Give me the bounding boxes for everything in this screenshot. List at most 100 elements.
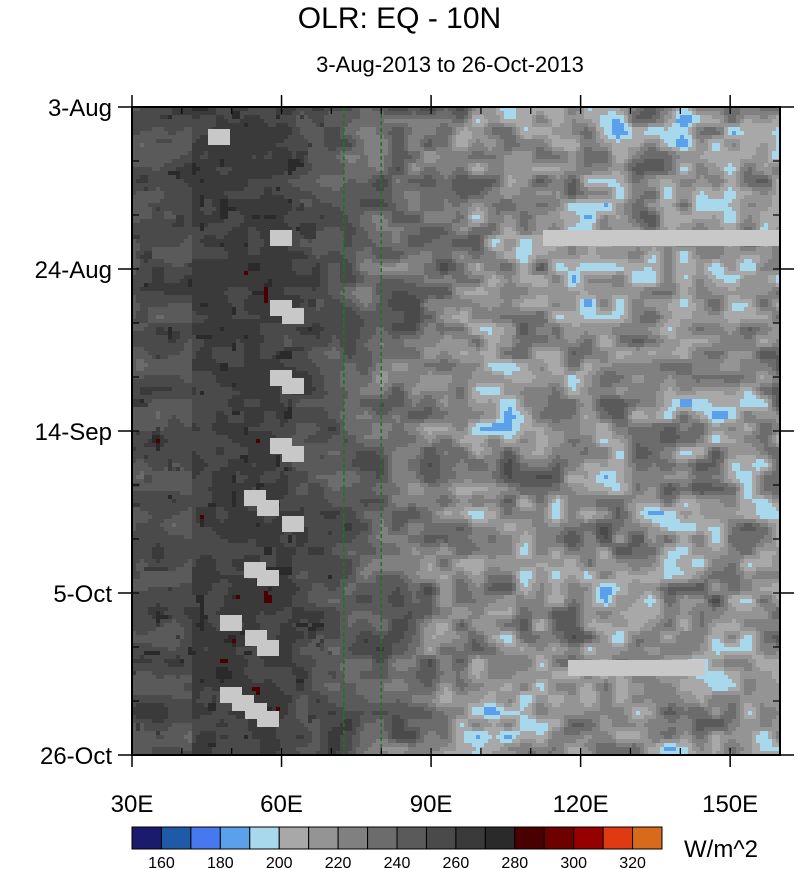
- heatmap-cell: [400, 131, 405, 136]
- heatmap-cell: [388, 131, 393, 136]
- heatmap-cell: [504, 187, 509, 192]
- heatmap-cell: [564, 155, 569, 160]
- heatmap-cell: [480, 199, 485, 204]
- heatmap-cell: [388, 123, 393, 128]
- heatmap-cell: [572, 203, 577, 208]
- heatmap-cell: [212, 211, 217, 216]
- heatmap-cell: [652, 155, 657, 160]
- heatmap-cell: [196, 219, 201, 224]
- heatmap-cell: [712, 191, 717, 196]
- heatmap-cell: [556, 183, 561, 188]
- heatmap-cell: [252, 111, 257, 116]
- heatmap-cell: [260, 215, 265, 220]
- heatmap-cell: [660, 195, 665, 200]
- heatmap-cell: [276, 179, 281, 184]
- heatmap-cell: [736, 151, 741, 156]
- heatmap-cell: [668, 163, 673, 168]
- heatmap-cell: [156, 131, 161, 136]
- heatmap-cell: [696, 155, 701, 160]
- heatmap-cell: [772, 167, 777, 172]
- heatmap-cell: [536, 167, 541, 172]
- heatmap-cell: [228, 207, 233, 212]
- heatmap-cell: [292, 119, 297, 124]
- heatmap-cell: [448, 191, 453, 196]
- heatmap-cell: [440, 147, 445, 152]
- heatmap-cell: [572, 199, 577, 204]
- heatmap-cell: [408, 155, 413, 160]
- heatmap-cell: [552, 127, 557, 132]
- heatmap-cell: [352, 143, 357, 148]
- heatmap-cell: [408, 167, 413, 172]
- heatmap-cell: [244, 171, 249, 176]
- heatmap-cell: [212, 155, 217, 160]
- heatmap-cell: [196, 203, 201, 208]
- heatmap-cell: [148, 163, 153, 168]
- heatmap-cell: [712, 199, 717, 204]
- heatmap-cell: [148, 187, 153, 192]
- heatmap-cell: [420, 215, 425, 220]
- heatmap-cell: [580, 207, 585, 212]
- heatmap-cell: [312, 211, 317, 216]
- heatmap-cell: [524, 167, 529, 172]
- heatmap-cell: [208, 211, 213, 216]
- heatmap-cell: [508, 223, 513, 228]
- heatmap-cell: [204, 139, 209, 144]
- heatmap-cell: [748, 167, 753, 172]
- heatmap-cell: [360, 171, 365, 176]
- heatmap-cell: [456, 179, 461, 184]
- heatmap-cell: [312, 195, 317, 200]
- heatmap-cell: [704, 183, 709, 188]
- heatmap-cell: [468, 191, 473, 196]
- heatmap-cell: [724, 135, 729, 140]
- heatmap-cell: [744, 171, 749, 176]
- heatmap-cell: [316, 203, 321, 208]
- heatmap-cell: [560, 195, 565, 200]
- heatmap-cell: [344, 123, 349, 128]
- heatmap-cell: [680, 211, 685, 216]
- heatmap-cell: [276, 187, 281, 192]
- heatmap-cell: [224, 183, 229, 188]
- heatmap-cell: [600, 215, 605, 220]
- heatmap-cell: [688, 211, 693, 216]
- heatmap-cell: [620, 155, 625, 160]
- heatmap-cell: [696, 127, 701, 132]
- heatmap-cell: [500, 215, 505, 220]
- heatmap-cell: [240, 151, 245, 156]
- heatmap-cell: [520, 167, 525, 172]
- heatmap-cell: [416, 151, 421, 156]
- heatmap-cell: [612, 179, 617, 184]
- heatmap-cell: [444, 119, 449, 124]
- heatmap-cell: [420, 183, 425, 188]
- heatmap-cell: [160, 135, 165, 140]
- heatmap-cell: [308, 175, 313, 180]
- heatmap-cell: [768, 131, 773, 136]
- heatmap-cell: [352, 119, 357, 124]
- heatmap-cell: [692, 199, 697, 204]
- heatmap-cell: [464, 155, 469, 160]
- heatmap-cell: [736, 147, 741, 152]
- heatmap-cell: [332, 211, 337, 216]
- heatmap-cell: [492, 163, 497, 168]
- heatmap-cell: [248, 119, 253, 124]
- heatmap-cell: [280, 115, 285, 120]
- heatmap-cell: [324, 127, 329, 132]
- heatmap-cell: [260, 123, 265, 128]
- heatmap-cell: [676, 187, 681, 192]
- heatmap-cell: [660, 151, 665, 156]
- heatmap-cell: [508, 183, 513, 188]
- heatmap-cell: [684, 123, 689, 128]
- heatmap-cell: [284, 127, 289, 132]
- heatmap-cell: [244, 135, 249, 140]
- heatmap-cell: [420, 139, 425, 144]
- heatmap-cell: [152, 115, 157, 120]
- heatmap-cell: [760, 123, 765, 128]
- heatmap-cell: [512, 131, 517, 136]
- olr-field: [132, 107, 781, 756]
- heatmap-cell: [652, 131, 657, 136]
- heatmap-cell: [568, 135, 573, 140]
- heatmap-cell: [432, 199, 437, 204]
- heatmap-cell: [328, 183, 333, 188]
- heatmap-cell: [756, 203, 761, 208]
- heatmap-cell: [668, 195, 673, 200]
- heatmap-cell: [264, 223, 269, 228]
